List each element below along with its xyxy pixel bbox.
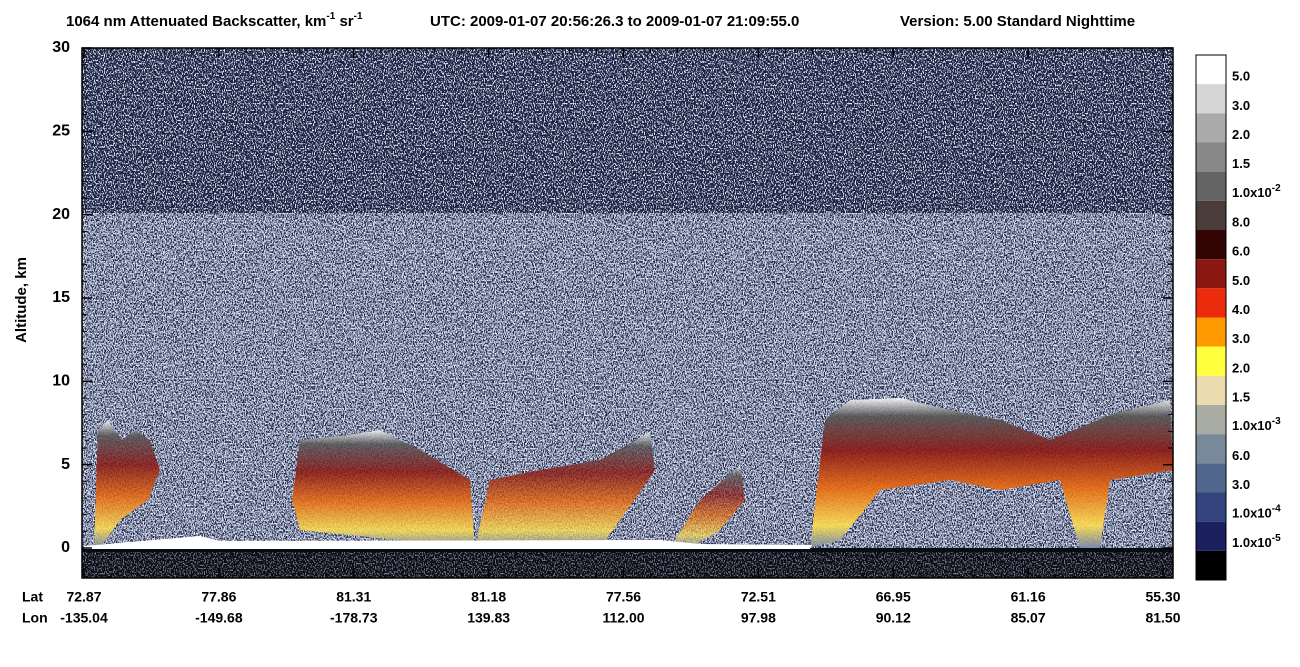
colorbar-label: 1.0x10-5 xyxy=(1232,532,1281,550)
colorbar-label: 5.0 xyxy=(1232,273,1250,288)
x-tick-label: 85.07 xyxy=(1011,610,1046,626)
x-tick-label: 77.86 xyxy=(201,589,236,605)
colorbar-label: 3.0 xyxy=(1232,331,1250,346)
y-tick-label: 30 xyxy=(52,39,70,56)
superscript: -1 xyxy=(354,11,363,22)
colorbar-swatch xyxy=(1196,142,1226,172)
x-tick-label: -135.04 xyxy=(60,610,108,626)
x-tick-label: 81.50 xyxy=(1145,610,1180,626)
colorbar-swatch xyxy=(1196,346,1226,376)
colorbar-label: 1.5 xyxy=(1232,156,1250,171)
x-tick-label: 81.18 xyxy=(471,589,506,605)
x-tick-label: 90.12 xyxy=(876,610,911,626)
x-tick-label: 139.83 xyxy=(467,610,510,626)
colorbar-swatch xyxy=(1196,113,1226,143)
colorbar-label: 8.0 xyxy=(1232,214,1250,229)
colorbar-swatch xyxy=(1196,492,1226,522)
superscript: -5 xyxy=(1272,532,1281,543)
x-row-label: Lon xyxy=(22,610,48,626)
colorbar-label: 3.0 xyxy=(1232,477,1250,492)
y-tick-label: 0 xyxy=(61,539,70,556)
chart-title: 1064 nm Attenuated Backscatter, km-1 sr-… xyxy=(66,11,363,30)
x-tick-label: 77.56 xyxy=(606,589,641,605)
x-tick-label: 97.98 xyxy=(741,610,776,626)
x-row-label: Lat xyxy=(22,589,43,605)
title-part: sr xyxy=(335,13,354,30)
colorbar-label: 6.0 xyxy=(1232,244,1250,259)
colorbar-label: 1.5 xyxy=(1232,389,1250,404)
colorbar-label: 6.0 xyxy=(1232,448,1250,463)
x-tick-label: -149.68 xyxy=(195,610,243,626)
utc-range: UTC: 2009-01-07 20:56:26.3 to 2009-01-07… xyxy=(430,13,799,30)
colorbar-swatch xyxy=(1196,200,1226,230)
y-axis-label: Altitude, km xyxy=(13,257,30,343)
colorbar-swatch xyxy=(1196,375,1226,405)
x-tick-label: 61.16 xyxy=(1011,589,1046,605)
colorbar-swatch xyxy=(1196,171,1226,201)
colorbar-label: 3.0 xyxy=(1232,98,1250,113)
label-base: 1.0x10 xyxy=(1232,185,1272,200)
colorbar-swatch xyxy=(1196,230,1226,260)
backscatter-field xyxy=(82,48,1173,578)
title-part: 1064 nm Attenuated Backscatter, km xyxy=(66,13,326,30)
version: Version: 5.00 Standard Nighttime xyxy=(900,13,1135,30)
colorbar-swatch xyxy=(1196,521,1226,551)
x-tick-label: 72.87 xyxy=(66,589,101,605)
colorbar-frame xyxy=(1195,54,1227,581)
colorbar-swatch xyxy=(1196,259,1226,289)
colorbar-swatch xyxy=(1196,55,1226,85)
x-tick-label: -178.73 xyxy=(330,610,378,626)
colorbar-label: 1.0x10-2 xyxy=(1232,182,1281,200)
colorbar-swatch xyxy=(1196,550,1226,580)
x-tick-label: 55.30 xyxy=(1145,589,1180,605)
y-tick-label: 25 xyxy=(52,123,70,140)
y-tick-label: 5 xyxy=(61,456,70,473)
colorbar-swatch xyxy=(1196,434,1226,464)
y-tick-label: 10 xyxy=(52,373,70,390)
x-tick-label: 112.00 xyxy=(602,610,644,626)
superscript: -1 xyxy=(326,11,335,22)
superscript: -2 xyxy=(1272,182,1281,193)
colorbar-label: 4.0 xyxy=(1232,302,1250,317)
colorbar-swatch xyxy=(1196,317,1226,347)
label-base: 1.0x10 xyxy=(1232,506,1272,521)
y-tick-label: 20 xyxy=(52,206,70,223)
plot-frame xyxy=(81,47,1174,579)
colorbar-swatch xyxy=(1196,405,1226,435)
x-tick-label: 81.31 xyxy=(336,589,371,605)
label-base: 1.0x10 xyxy=(1232,535,1272,550)
colorbar-label: 2.0 xyxy=(1232,360,1250,375)
colorbar-swatch xyxy=(1196,463,1226,493)
colorbar-label: 2.0 xyxy=(1232,127,1250,142)
colorbar-label: 1.0x10-3 xyxy=(1232,416,1281,434)
y-tick-label: 15 xyxy=(52,289,70,306)
superscript: -3 xyxy=(1272,416,1281,427)
colorbar-label: 5.0 xyxy=(1232,69,1250,84)
colorbar-swatch xyxy=(1196,84,1226,114)
label-base: 1.0x10 xyxy=(1232,419,1272,434)
x-tick-label: 66.95 xyxy=(876,589,911,605)
x-tick-label: 72.51 xyxy=(741,589,776,605)
colorbar-label: 1.0x10-4 xyxy=(1232,503,1281,521)
superscript: -4 xyxy=(1272,503,1281,514)
colorbar-swatch xyxy=(1196,288,1226,318)
